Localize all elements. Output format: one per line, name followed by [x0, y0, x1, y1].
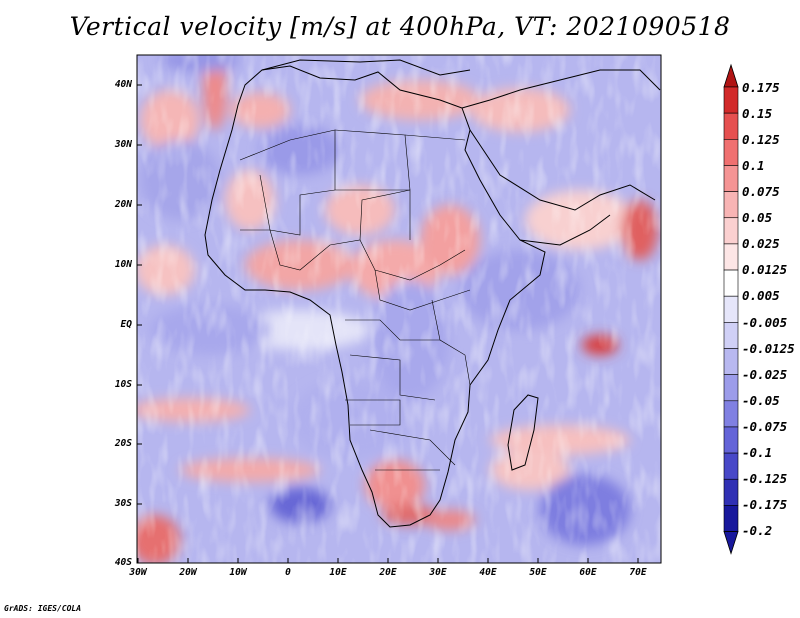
- lon-label-70e: 70E: [629, 567, 647, 578]
- colorbar-label: -0.0125: [742, 341, 795, 356]
- colorbar-swatch: [723, 217, 739, 245]
- colorbar-label: 0.005: [742, 288, 780, 303]
- lat-label-10s: 10S: [114, 379, 132, 390]
- colorbar-label: -0.005: [742, 315, 788, 330]
- colorbar-label: -0.05: [742, 393, 780, 408]
- lat-label-20n: 20N: [114, 199, 132, 210]
- colorbar-label: 0.125: [742, 132, 780, 147]
- axis-ticks: [137, 84, 639, 563]
- colorbar-label: -0.075: [742, 419, 788, 434]
- colorbar: [723, 63, 739, 555]
- lat-label-40s: 40S: [114, 557, 132, 568]
- lat-label-40n: 40N: [114, 79, 132, 90]
- lat-label-20s: 20S: [114, 438, 132, 449]
- lat-label-eq: EQ: [120, 319, 132, 330]
- plot-frame: [136, 54, 662, 564]
- lat-label-30s: 30S: [114, 498, 132, 509]
- lon-label-50e: 50E: [529, 567, 547, 578]
- colorbar-bottom-arrow: [723, 531, 739, 555]
- colorbar-swatch: [723, 295, 739, 323]
- colorbar-swatch: [723, 139, 739, 166]
- country-borders: [239, 129, 471, 471]
- field-shading: [137, 55, 661, 563]
- colorbar-swatch: [723, 452, 739, 480]
- colorbar-swatch: [723, 243, 739, 271]
- colorbar-swatch: [723, 191, 739, 219]
- colorbar-swatch: [723, 112, 739, 140]
- grads-credit: GrADS: IGES/COLA: [4, 604, 82, 613]
- lon-label-20e: 20E: [379, 567, 397, 578]
- colorbar-swatch: [723, 374, 739, 402]
- lon-label-0: 0: [285, 567, 291, 578]
- colorbar-swatch: [723, 400, 739, 428]
- lat-label-30n: 30N: [114, 139, 132, 150]
- colorbar-label: 0.0125: [742, 262, 788, 277]
- colorbar-label: 0.15: [742, 106, 773, 121]
- colorbar-label: 0.025: [742, 236, 780, 251]
- colorbar-swatch: [723, 505, 739, 532]
- colorbar-label: -0.2: [742, 523, 773, 538]
- map-title: Vertical velocity [m/s] at 400hPa, VT: 2…: [69, 12, 731, 41]
- colorbar-top-arrow: [723, 63, 739, 88]
- lon-label-10e: 10E: [329, 567, 347, 578]
- lon-label-40e: 40E: [479, 567, 497, 578]
- colorbar-swatch: [723, 86, 739, 114]
- lat-label-10n: 10N: [114, 259, 132, 270]
- colorbar-label: -0.025: [742, 367, 788, 382]
- colorbar-label: 0.075: [742, 184, 780, 199]
- lon-label-30w: 30W: [129, 567, 147, 578]
- colorbar-label: 0.175: [742, 80, 780, 95]
- coastlines: [204, 59, 661, 528]
- lon-label-30e: 30E: [429, 567, 447, 578]
- colorbar-label: -0.175: [742, 497, 788, 512]
- colorbar-label: 0.05: [742, 210, 773, 225]
- colorbar-swatch: [723, 322, 739, 349]
- lon-label-60e: 60E: [579, 567, 597, 578]
- colorbar-label: 0.1: [742, 158, 765, 173]
- lon-label-20w: 20W: [179, 567, 197, 578]
- colorbar-swatch: [723, 426, 739, 454]
- colorbar-swatch: [723, 165, 739, 192]
- colorbar-swatch: [723, 348, 739, 375]
- colorbar-label: -0.1: [742, 445, 773, 460]
- colorbar-swatch: [723, 478, 739, 506]
- lon-label-10w: 10W: [229, 567, 247, 578]
- colorbar-swatch: [723, 269, 739, 297]
- colorbar-label: -0.125: [742, 471, 788, 486]
